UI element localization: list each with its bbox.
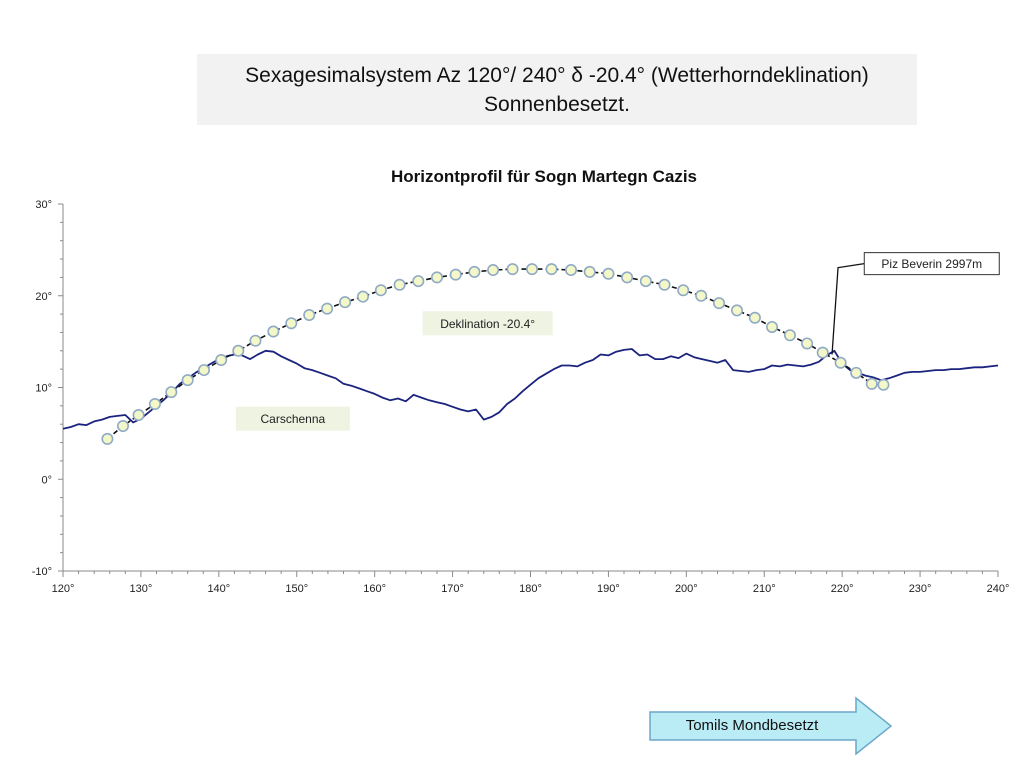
sunpath-point — [850, 366, 863, 379]
sunpath-point — [339, 296, 352, 309]
horizon-line — [62, 348, 999, 430]
sunpath-point — [393, 278, 406, 291]
horizon-profile — [62, 348, 999, 430]
x-tick-label: 210° — [753, 583, 776, 595]
next-slide-button[interactable]: Tomils Mondbesetzt — [648, 696, 894, 756]
sunpath-point — [198, 364, 211, 377]
sunpath-point — [374, 284, 387, 297]
sunpath-point — [321, 302, 334, 315]
x-tick-label: 220° — [831, 583, 854, 595]
x-tick-label: 190° — [597, 583, 620, 595]
sunpath-point — [285, 317, 298, 330]
chart-axes: 30° 20° 10° 0° -10°120° 130° 140° 150° 160° 170° 1… — [32, 199, 1010, 595]
sunpath-point — [132, 409, 145, 422]
sunpath-point — [526, 263, 539, 276]
sunpath-point — [116, 420, 129, 433]
sunpath-point — [602, 267, 615, 280]
sunpath-point — [565, 264, 578, 277]
sunpath-point — [356, 290, 369, 303]
annotation-label: Piz Beverin 2997m — [881, 257, 982, 271]
x-tick-label: 120° — [52, 583, 75, 595]
chart-title: Horizontprofil für Sogn Martegn Cazis — [391, 167, 697, 186]
sunpath-point — [658, 278, 671, 291]
x-tick-label: 140° — [207, 583, 230, 595]
y-tick-label: 10° — [35, 383, 52, 395]
sunpath-point — [468, 265, 481, 278]
sunpath-point — [148, 398, 161, 411]
x-tick-label: 180° — [519, 583, 542, 595]
sunpath-point — [713, 297, 726, 310]
headline-box: Sexagesimalsystem Az 120°/ 240° δ -20.4°… — [197, 54, 917, 125]
y-tick-label: 30° — [35, 199, 52, 211]
annotation-box — [422, 311, 553, 336]
sunpath-point — [249, 334, 262, 347]
x-tick-label: 150° — [285, 583, 308, 595]
sunpath-point — [506, 263, 519, 276]
sunpath-point — [816, 346, 829, 359]
annotation-label: Carschenna — [260, 412, 325, 426]
sunpath-point — [545, 263, 558, 276]
x-tick-label: 230° — [909, 583, 932, 595]
sunpath-point — [639, 275, 652, 288]
sunpath-point — [677, 284, 690, 297]
sunpath-point — [215, 353, 228, 366]
y-tick-label: 0° — [41, 474, 52, 486]
headline-line-1: Sexagesimalsystem Az 120°/ 240° δ -20.4°… — [245, 64, 869, 87]
sunpath-point — [783, 329, 796, 342]
sunpath-point — [583, 265, 596, 278]
sunpath-point — [801, 337, 814, 350]
y-tick-label: 20° — [35, 291, 52, 303]
sunpath-point — [865, 377, 878, 390]
sunpath-point — [877, 378, 890, 391]
sunpath-point — [181, 374, 194, 387]
sunpath-point — [303, 309, 316, 322]
arrow-right-icon — [649, 696, 893, 756]
x-tick-label: 160° — [363, 583, 386, 595]
sunpath-point — [267, 325, 280, 338]
sunpath-point — [487, 264, 500, 277]
x-tick-label: 130° — [130, 583, 153, 595]
sunpath-point — [101, 432, 114, 445]
sun-path — [101, 263, 890, 445]
annotation-leader-line — [831, 262, 865, 355]
sunpath-point — [412, 275, 425, 288]
sunpath-point — [621, 271, 634, 284]
annotation-label: Deklination -20.4° — [440, 317, 535, 331]
x-tick-label: 170° — [441, 583, 464, 595]
sunpath-point — [766, 320, 779, 333]
next-slide-label: Tomils Mondbesetzt — [685, 717, 819, 734]
sunpath-point — [165, 386, 178, 399]
sunpath-line — [106, 268, 884, 440]
sunpath-point — [430, 271, 443, 284]
annotation-box — [235, 406, 350, 431]
sunpath-point — [449, 268, 462, 281]
sunpath-point — [695, 289, 708, 302]
sunpath-point — [730, 304, 743, 317]
chart-annotations: Carschenna Deklination -20.4° Piz Beverin … — [235, 252, 1000, 431]
x-tick-label: 240° — [987, 583, 1010, 595]
annotation-box — [863, 252, 1000, 276]
y-tick-label: -10° — [32, 566, 52, 578]
x-tick-label: 200° — [675, 583, 698, 595]
sunpath-point — [748, 311, 761, 324]
sunpath-point — [834, 356, 847, 369]
sunpath-point — [232, 344, 245, 357]
headline-line-2: Sonnenbesetzt. — [484, 93, 630, 116]
